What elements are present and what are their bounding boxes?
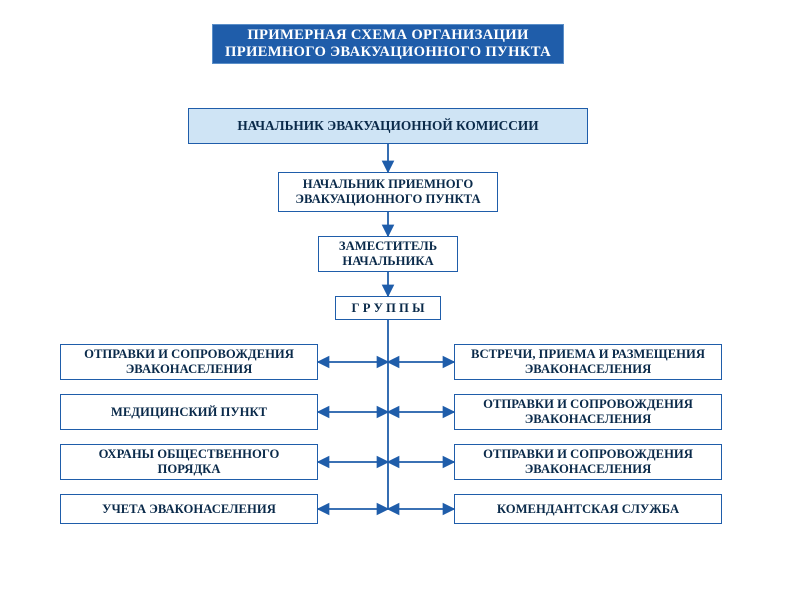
left-group-2-text: МЕДИЦИНСКИЙ ПУНКТ <box>111 405 267 420</box>
groups-text: Г Р У П П Ы <box>351 301 424 316</box>
right-group-2: ОТПРАВКИ И СОПРОВОЖДЕНИЯ ЭВАКОНАСЕЛЕНИЯ <box>454 394 722 430</box>
left-group-4-text: УЧЕТА ЭВАКОНАСЕЛЕНИЯ <box>102 502 276 517</box>
right-group-2-text: ОТПРАВКИ И СОПРОВОЖДЕНИЯ ЭВАКОНАСЕЛЕНИЯ <box>461 397 715 426</box>
deputy-box: ЗАМЕСТИТЕЛЬ НАЧАЛЬНИКА <box>318 236 458 272</box>
title-box: ПРИМЕРНАЯ СХЕМА ОРГАНИЗАЦИИ ПРИЕМНОГО ЭВ… <box>212 24 564 64</box>
right-group-3: ОТПРАВКИ И СОПРОВОЖДЕНИЯ ЭВАКОНАСЕЛЕНИЯ <box>454 444 722 480</box>
commission-box: НАЧАЛЬНИК ЭВАКУАЦИОННОЙ КОМИССИИ <box>188 108 588 144</box>
right-group-3-text: ОТПРАВКИ И СОПРОВОЖДЕНИЯ ЭВАКОНАСЕЛЕНИЯ <box>461 447 715 476</box>
right-group-1: ВСТРЕЧИ, ПРИЕМА И РАЗМЕЩЕНИЯ ЭВАКОНАСЕЛЕ… <box>454 344 722 380</box>
commission-text: НАЧАЛЬНИК ЭВАКУАЦИОННОЙ КОМИССИИ <box>237 118 538 133</box>
right-group-1-text: ВСТРЕЧИ, ПРИЕМА И РАЗМЕЩЕНИЯ ЭВАКОНАСЕЛЕ… <box>461 347 715 376</box>
left-group-1-text: ОТПРАВКИ И СОПРОВОЖДЕНИЯ ЭВАКОНАСЕЛЕНИЯ <box>67 347 311 376</box>
left-group-1: ОТПРАВКИ И СОПРОВОЖДЕНИЯ ЭВАКОНАСЕЛЕНИЯ <box>60 344 318 380</box>
title-text: ПРИМЕРНАЯ СХЕМА ОРГАНИЗАЦИИ ПРИЕМНОГО ЭВ… <box>219 27 557 61</box>
chief-box: НАЧАЛЬНИК ПРИЕМНОГО ЭВАКУАЦИОННОГО ПУНКТ… <box>278 172 498 212</box>
right-group-4-text: КОМЕНДАНТСКАЯ СЛУЖБА <box>497 502 679 517</box>
deputy-text: ЗАМЕСТИТЕЛЬ НАЧАЛЬНИКА <box>325 239 451 268</box>
left-group-4: УЧЕТА ЭВАКОНАСЕЛЕНИЯ <box>60 494 318 524</box>
left-group-3: ОХРАНЫ ОБЩЕСТВЕННОГО ПОРЯДКА <box>60 444 318 480</box>
left-group-2: МЕДИЦИНСКИЙ ПУНКТ <box>60 394 318 430</box>
chief-text: НАЧАЛЬНИК ПРИЕМНОГО ЭВАКУАЦИОННОГО ПУНКТ… <box>285 177 491 206</box>
groups-box: Г Р У П П Ы <box>335 296 441 320</box>
left-group-3-text: ОХРАНЫ ОБЩЕСТВЕННОГО ПОРЯДКА <box>67 447 311 476</box>
right-group-4: КОМЕНДАНТСКАЯ СЛУЖБА <box>454 494 722 524</box>
